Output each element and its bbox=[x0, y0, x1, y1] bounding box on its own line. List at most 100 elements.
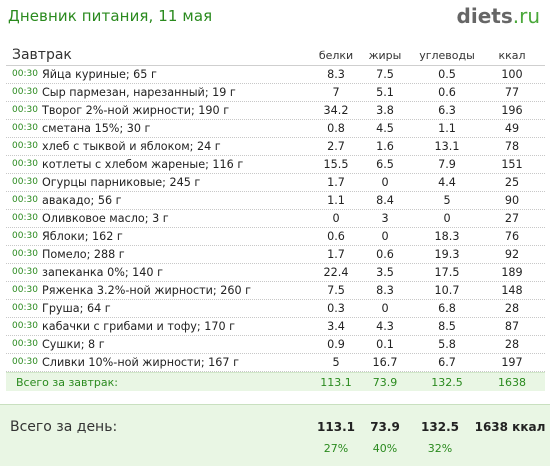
column-fat: жиры bbox=[368, 49, 402, 62]
page-title: Дневник питания, 11 мая bbox=[8, 7, 213, 25]
food-row[interactable]: 00:30 Помело; 288 г 1.7 0.6 19.3 92 bbox=[6, 246, 545, 264]
meal-total-fat: 73.9 bbox=[372, 376, 398, 389]
fat-value: 16.7 bbox=[372, 356, 398, 369]
food-row[interactable]: 00:30 Огурцы парниковые; 245 г 1.7 0 4.4 25 bbox=[6, 174, 545, 192]
fat-value: 5.1 bbox=[376, 86, 394, 99]
carbs-value: 6.7 bbox=[438, 356, 456, 369]
entry-time: 00:30 bbox=[12, 105, 38, 115]
protein-value: 5 bbox=[332, 356, 340, 369]
food-name[interactable]: Сливки 10%-ной жирности; 167 г bbox=[42, 356, 239, 369]
kcal-value: 49 bbox=[504, 122, 520, 135]
carbs-value: 6.8 bbox=[438, 302, 456, 315]
meal-total-label: Всего за завтрак: bbox=[16, 376, 119, 389]
fat-value: 0 bbox=[381, 176, 389, 189]
protein-value: 0.3 bbox=[327, 302, 345, 315]
day-total-kcal: 1638 ккал bbox=[474, 420, 546, 434]
food-name[interactable]: Ряженка 3.2%-ной жирности; 260 г bbox=[42, 284, 252, 297]
protein-value: 0.9 bbox=[327, 338, 345, 351]
food-name[interactable]: Сыр пармезан, нарезанный; 19 г bbox=[42, 86, 236, 99]
carbs-value: 17.5 bbox=[434, 266, 460, 279]
carbs-value: 0.6 bbox=[438, 86, 456, 99]
food-name[interactable]: кабачки с грибами и тофу; 170 г bbox=[42, 320, 236, 333]
food-name[interactable]: Помело; 288 г bbox=[42, 248, 125, 261]
food-row[interactable]: 00:30 хлеб с тыквой и яблоком; 24 г 2.7 1.6… bbox=[6, 138, 545, 156]
meal-total-row: Всего за завтрак: 113.1 73.9 132.5 1638 bbox=[6, 372, 545, 391]
protein-value: 0.6 bbox=[327, 230, 345, 243]
meal-total-kcal: 1638 bbox=[498, 376, 526, 389]
protein-value: 1.7 bbox=[327, 176, 345, 189]
protein-value: 1.1 bbox=[327, 194, 345, 207]
fat-value: 0.1 bbox=[376, 338, 394, 351]
carbs-value: 1.1 bbox=[438, 122, 456, 135]
food-name[interactable]: Яблоки; 162 г bbox=[42, 230, 123, 243]
food-row[interactable]: 00:30 Груша; 64 г 0.3 0 6.8 28 bbox=[6, 300, 545, 318]
food-row[interactable]: 00:30 запеканка 0%; 140 г 22.4 3.5 17.5 189 bbox=[6, 264, 545, 282]
fat-value: 0 bbox=[381, 230, 389, 243]
food-name[interactable]: Груша; 64 г bbox=[42, 302, 111, 315]
kcal-value: 148 bbox=[501, 284, 523, 297]
food-name[interactable]: котлеты с хлебом жареные; 116 г bbox=[42, 158, 244, 171]
fat-value: 3.5 bbox=[376, 266, 394, 279]
entry-time: 00:30 bbox=[12, 267, 38, 277]
food-name[interactable]: Огурцы парниковые; 245 г bbox=[42, 176, 201, 189]
food-row[interactable]: 00:30 кабачки с грибами и тофу; 170 г 3.4 4… bbox=[6, 318, 545, 336]
meal-header: Завтрак белки жиры углеводы ккал bbox=[6, 42, 545, 66]
column-kcal: ккал bbox=[498, 49, 526, 62]
food-row[interactable]: 00:30 Оливковое масло; 3 г 0 3 0 27 bbox=[6, 210, 545, 228]
day-total-fat: 73.9 bbox=[370, 420, 400, 434]
food-name[interactable]: запеканка 0%; 140 г bbox=[42, 266, 163, 279]
food-name[interactable]: Творог 2%-ной жирности; 190 г bbox=[42, 104, 230, 117]
kcal-value: 27 bbox=[504, 212, 520, 225]
food-row[interactable]: 00:30 авакадо; 56 г 1.1 8.4 5 90 bbox=[6, 192, 545, 210]
food-row[interactable]: 00:30 котлеты с хлебом жареные; 116 г 15.5… bbox=[6, 156, 545, 174]
day-total-panel: Всего за день: 113.1 73.9 132.5 1638 кка… bbox=[0, 404, 550, 466]
food-row[interactable]: 00:30 Сыр пармезан, нарезанный; 19 г 7 5.1 0… bbox=[6, 84, 545, 102]
food-row[interactable]: 00:30 Яйца куриные; 65 г 8.3 7.5 0.5 100 bbox=[6, 66, 545, 84]
day-fat-percent: 40% bbox=[372, 442, 398, 455]
food-row[interactable]: 00:30 Ряженка 3.2%-ной жирности; 260 г 7.5… bbox=[6, 282, 545, 300]
day-total-protein: 113.1 bbox=[317, 420, 355, 434]
protein-value: 34.2 bbox=[323, 104, 349, 117]
kcal-value: 76 bbox=[504, 230, 520, 243]
food-row[interactable]: 00:30 Творог 2%-ной жирности; 190 г 34.2 3.… bbox=[6, 102, 545, 120]
carbs-value: 13.1 bbox=[434, 140, 460, 153]
kcal-value: 77 bbox=[504, 86, 520, 99]
food-name[interactable]: Яйца куриные; 65 г bbox=[42, 68, 157, 81]
protein-value: 7.5 bbox=[327, 284, 345, 297]
entry-time: 00:30 bbox=[12, 87, 38, 97]
protein-value: 0 bbox=[332, 212, 340, 225]
meal-total-carbs: 132.5 bbox=[431, 376, 463, 389]
entry-time: 00:30 bbox=[12, 285, 38, 295]
carbs-value: 4.4 bbox=[438, 176, 456, 189]
logo-tld: .ru bbox=[512, 4, 540, 28]
food-name[interactable]: хлеб с тыквой и яблоком; 24 г bbox=[42, 140, 221, 153]
fat-value: 4.3 bbox=[376, 320, 394, 333]
entry-time: 00:30 bbox=[12, 231, 38, 241]
food-row[interactable]: 00:30 Яблоки; 162 г 0.6 0 18.3 76 bbox=[6, 228, 545, 246]
protein-value: 0.8 bbox=[327, 122, 345, 135]
protein-value: 15.5 bbox=[323, 158, 349, 171]
fat-value: 6.5 bbox=[376, 158, 394, 171]
carbs-value: 10.7 bbox=[434, 284, 460, 297]
food-name[interactable]: Оливковое масло; 3 г bbox=[42, 212, 169, 225]
kcal-value: 87 bbox=[504, 320, 520, 333]
food-name[interactable]: сметана 15%; 30 г bbox=[42, 122, 151, 135]
carbs-value: 7.9 bbox=[438, 158, 456, 171]
site-logo[interactable]: diets.ru bbox=[457, 4, 540, 28]
entry-time: 00:30 bbox=[12, 195, 38, 205]
food-name[interactable]: авакадо; 56 г bbox=[42, 194, 122, 207]
food-name[interactable]: Сушки; 8 г bbox=[42, 338, 105, 351]
entry-time: 00:30 bbox=[12, 339, 38, 349]
fat-value: 0 bbox=[381, 302, 389, 315]
food-row[interactable]: 00:30 сметана 15%; 30 г 0.8 4.5 1.1 49 bbox=[6, 120, 545, 138]
day-total-carbs: 132.5 bbox=[421, 420, 459, 434]
entry-time: 00:30 bbox=[12, 159, 38, 169]
food-row[interactable]: 00:30 Сушки; 8 г 0.9 0.1 5.8 28 bbox=[6, 336, 545, 354]
kcal-value: 78 bbox=[504, 140, 520, 153]
food-row[interactable]: 00:30 Сливки 10%-ной жирности; 167 г 5 16.7… bbox=[6, 354, 545, 372]
fat-value: 8.3 bbox=[376, 284, 394, 297]
entry-time: 00:30 bbox=[12, 321, 38, 331]
kcal-value: 189 bbox=[501, 266, 523, 279]
entry-time: 00:30 bbox=[12, 69, 38, 79]
kcal-value: 196 bbox=[501, 104, 523, 117]
